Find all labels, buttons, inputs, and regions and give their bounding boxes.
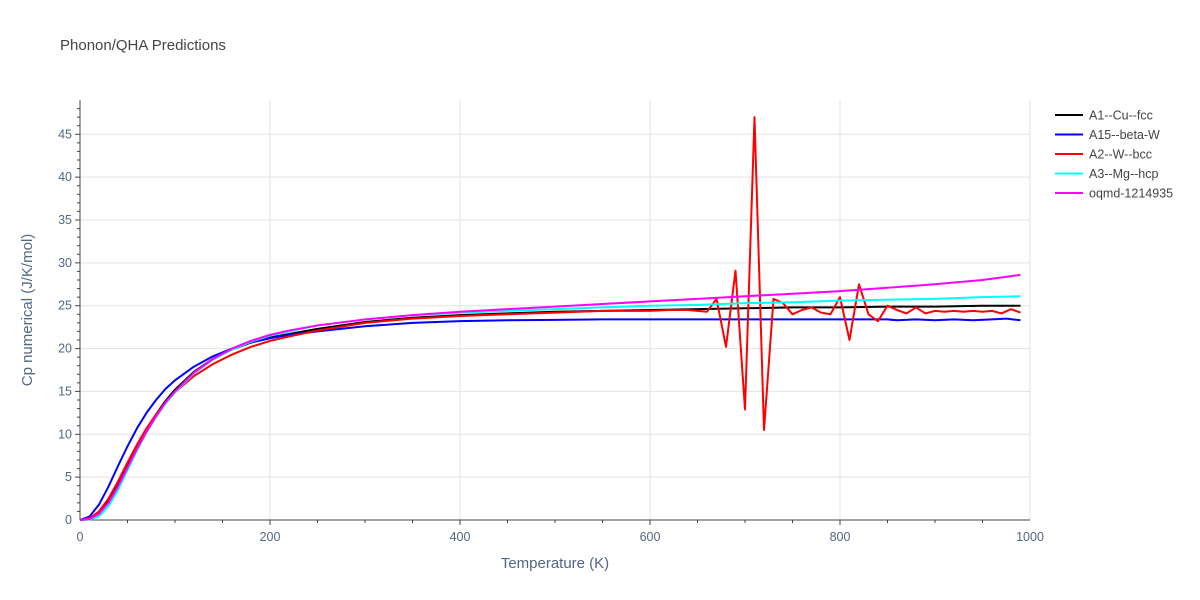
x-tick-label-600: 600 <box>640 530 661 544</box>
chart-title: Phonon/QHA Predictions <box>60 37 226 54</box>
x-tick-label-0: 0 <box>77 530 84 544</box>
y-tick-label-35: 35 <box>58 213 72 227</box>
legend-label: A15--beta-W <box>1089 128 1160 142</box>
y-tick-label-25: 25 <box>58 299 72 313</box>
y-tick-label-15: 15 <box>58 384 72 398</box>
y-axis-title: Cp numerical (J/K/mol) <box>19 234 36 387</box>
legend-item-A1--Cu--fcc[interactable]: A1--Cu--fcc <box>1055 109 1153 123</box>
legend-label: A1--Cu--fcc <box>1089 109 1153 123</box>
y-tick-label-10: 10 <box>58 427 72 441</box>
legend-item-A3--Mg--hcp[interactable]: A3--Mg--hcp <box>1055 167 1159 181</box>
series-line-A15--beta-W <box>79 317 1021 521</box>
x-tick-label-400: 400 <box>450 530 471 544</box>
grid-layer <box>80 100 1031 520</box>
legend-item-A15--beta-W[interactable]: A15--beta-W <box>1055 128 1160 142</box>
y-tick-label-0: 0 <box>65 513 72 527</box>
legend-label: A2--W--bcc <box>1089 148 1152 162</box>
legend: A1--Cu--fcc A15--beta-W A2--W--bcc A3--Mg--… <box>1055 109 1173 201</box>
legend-item-oqmd-1214935[interactable]: oqmd-1214935 <box>1055 187 1173 201</box>
x-tick-label-200: 200 <box>260 530 281 544</box>
x-tick-label-1000: 1000 <box>1016 530 1044 544</box>
y-tick-label-40: 40 <box>58 170 72 184</box>
legend-label: A3--Mg--hcp <box>1089 167 1159 181</box>
legend-label: oqmd-1214935 <box>1089 187 1173 201</box>
axis-layer: 0 200 400 600 800 1000 0 5 10 15 20 25 30 35 40 45 <box>58 100 1044 544</box>
x-tick-label-800: 800 <box>830 530 851 544</box>
y-tick-label-20: 20 <box>58 342 72 356</box>
x-axis-title: Temperature (K) <box>501 555 609 572</box>
y-tick-label-45: 45 <box>58 127 72 141</box>
series-line-oqmd-1214935 <box>79 273 1021 521</box>
legend-item-A2--W--bcc[interactable]: A2--W--bcc <box>1055 148 1152 162</box>
y-tick-label-30: 30 <box>58 256 72 270</box>
y-tick-label-5: 5 <box>65 470 72 484</box>
series-layer <box>79 116 1021 521</box>
